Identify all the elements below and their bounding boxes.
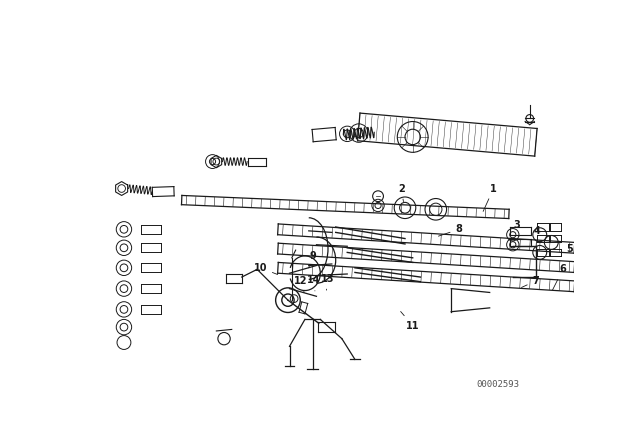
Text: 4: 4	[534, 226, 541, 246]
Text: 6: 6	[552, 264, 566, 290]
Text: 12: 12	[294, 276, 308, 293]
Text: 14: 14	[307, 275, 321, 291]
Text: 5: 5	[566, 244, 573, 254]
Text: 8: 8	[438, 224, 462, 236]
Text: 1: 1	[483, 184, 497, 211]
Text: 00002593: 00002593	[476, 380, 519, 389]
Text: 10: 10	[253, 263, 278, 275]
Text: 7: 7	[522, 276, 540, 288]
Text: 9: 9	[308, 250, 316, 268]
Text: 2: 2	[398, 184, 404, 202]
Text: 3: 3	[513, 220, 520, 236]
Text: 11: 11	[401, 311, 419, 331]
Text: 13: 13	[321, 274, 335, 290]
